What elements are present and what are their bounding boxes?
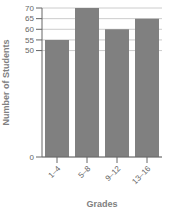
svg-text:Grades: Grades [86, 199, 117, 209]
svg-text:60: 60 [25, 25, 34, 34]
svg-text:13–16: 13–16 [130, 164, 152, 186]
svg-text:5–8: 5–8 [77, 164, 93, 180]
svg-text:1–4: 1–4 [47, 164, 63, 180]
svg-text:65: 65 [25, 14, 34, 23]
svg-text:70: 70 [25, 4, 34, 13]
svg-text:Number of Students: Number of Students [8, 39, 11, 125]
svg-text:0: 0 [30, 153, 35, 162]
svg-text:50: 50 [25, 46, 34, 55]
svg-text:9–12: 9–12 [103, 164, 122, 183]
svg-text:55: 55 [25, 36, 34, 45]
